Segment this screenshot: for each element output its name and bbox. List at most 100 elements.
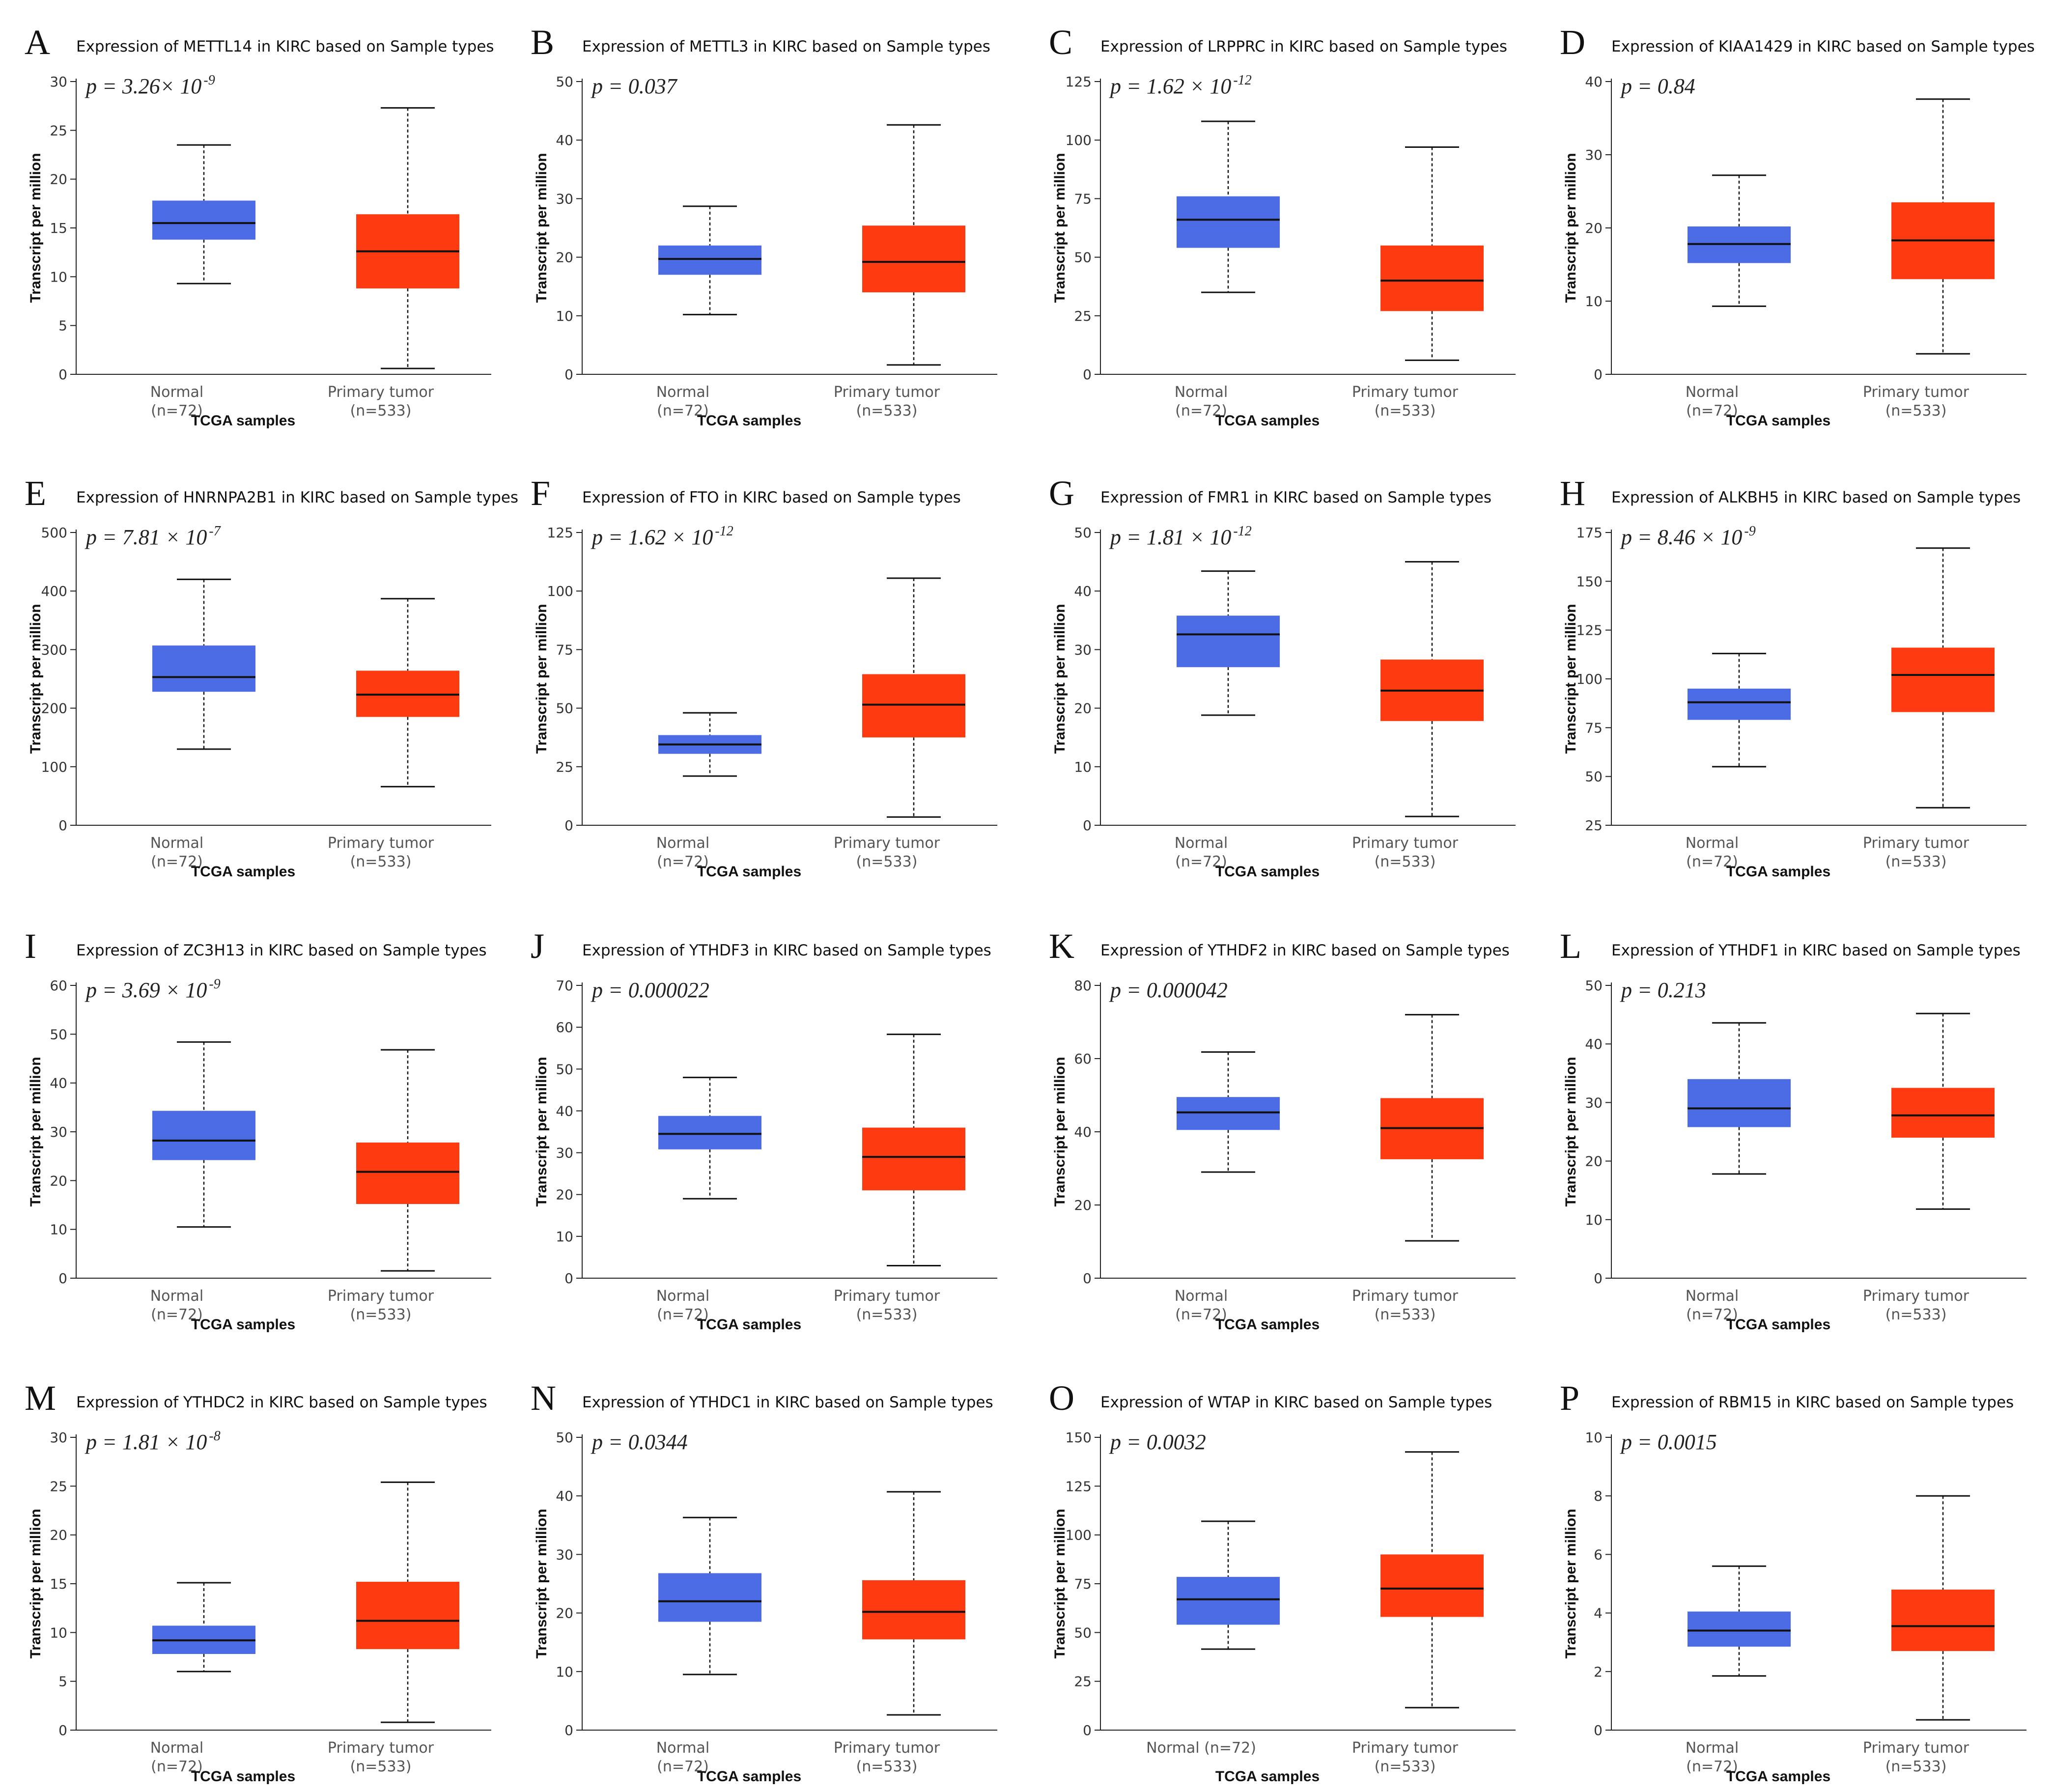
y-tick-label: 20: [1585, 1153, 1603, 1170]
x-axis-label: TCGA samples: [191, 413, 295, 429]
category-count: (n=533): [1375, 1306, 1436, 1323]
category-label: Primary tumor: [1863, 1288, 1970, 1305]
y-tick-label: 20: [1074, 1197, 1092, 1213]
category-count: (n=533): [1885, 1306, 1947, 1323]
x-axis-label: TCGA samples: [1726, 1316, 1830, 1333]
y-tick-label: 0: [1083, 817, 1092, 834]
y-tick-label: 25: [1585, 817, 1603, 834]
iqr-box: [1688, 688, 1791, 720]
box-normal: [1177, 1520, 1280, 1650]
box-normal: [152, 1041, 255, 1228]
box-primary-tumor: [1380, 146, 1484, 361]
panel-letter: M: [25, 1378, 56, 1418]
panel-letter: F: [531, 474, 550, 513]
x-axis-label: TCGA samples: [1215, 1316, 1320, 1333]
y-tick-label: 50: [556, 700, 573, 717]
y-tick-label: 10: [1585, 293, 1603, 309]
y-tick-label: 8: [1594, 1488, 1603, 1504]
y-tick-label: 0: [1083, 1270, 1092, 1287]
y-tick-label: 10: [1585, 1212, 1603, 1228]
category-label: Primary tumor: [1352, 1288, 1459, 1305]
y-tick-label: 20: [1074, 700, 1092, 717]
chart-title: Expression of WTAP in KIRC based on Samp…: [1100, 1394, 1492, 1411]
chart-title: Expression of HNRNPA2B1 in KIRC based on…: [76, 489, 518, 506]
iqr-box: [1177, 1577, 1280, 1625]
chart-title: Expression of YTHDF3 in KIRC based on Sa…: [582, 942, 991, 959]
y-tick-label: 40: [1074, 1124, 1092, 1140]
y-tick-label: 50: [50, 1026, 67, 1042]
box-normal: [1688, 1022, 1791, 1175]
category-count: (n=533): [1885, 1758, 1947, 1775]
y-tick-label: 50: [1074, 525, 1092, 541]
category-count: (n=72): [151, 853, 203, 870]
y-tick-label: 10: [50, 1624, 67, 1641]
x-axis-label: TCGA samples: [697, 864, 801, 880]
category-label: Normal: [1686, 835, 1739, 852]
category-count: (n=72): [1686, 1306, 1738, 1323]
y-tick-label: 20: [556, 250, 573, 266]
y-tick-label: 0: [58, 817, 67, 834]
y-tick-label: 5: [58, 318, 67, 334]
x-axis-label: TCGA samples: [191, 1316, 295, 1333]
y-tick-label: 50: [1074, 250, 1092, 266]
panel-e: E Expression of HNRNPA2B1 in KIRC based o…: [25, 474, 518, 880]
y-tick-label: 4: [1594, 1605, 1603, 1622]
category-label: Primary tumor: [1352, 835, 1459, 852]
y-tick-label: 125: [1066, 74, 1092, 90]
iqr-box: [1177, 1097, 1280, 1130]
box-primary-tumor: [862, 577, 965, 818]
y-tick-label: 75: [556, 642, 573, 658]
chart-title: Expression of FTO in KIRC based on Sampl…: [582, 489, 961, 506]
category-label: Normal: [1686, 1739, 1739, 1757]
y-tick-label: 0: [1083, 366, 1092, 383]
box-primary-tumor: [1380, 1014, 1484, 1242]
category-count: (n=533): [1375, 402, 1436, 420]
category-count: (n=533): [856, 1306, 918, 1323]
y-tick-label: 200: [41, 700, 67, 717]
y-tick-label: 30: [556, 1546, 573, 1563]
category-count: (n=533): [856, 853, 918, 870]
p-value-label: p = 1.62 × 10 -12: [591, 524, 733, 549]
iqr-box: [152, 200, 255, 240]
y-tick-label: 40: [1585, 74, 1603, 90]
iqr-box: [862, 1127, 965, 1191]
category-label: Primary tumor: [328, 835, 434, 852]
category-label: Primary tumor: [834, 1739, 940, 1757]
category-label: Primary tumor: [834, 1288, 940, 1305]
y-tick-label: 70: [556, 978, 573, 994]
iqr-box: [152, 645, 255, 692]
p-value-label: p = 1.81 × 10 -12: [1109, 524, 1252, 549]
y-tick-label: 50: [556, 1429, 573, 1446]
y-tick-label: 60: [1074, 1051, 1092, 1067]
p-value-label: p = 7.81 × 10 -7: [84, 524, 221, 549]
category-count: (n=533): [1885, 853, 1947, 870]
y-tick-label: 0: [58, 1722, 67, 1738]
y-axis-label: Transcript per million: [28, 604, 44, 754]
y-tick-label: 100: [1576, 671, 1603, 687]
y-tick-label: 100: [1066, 132, 1092, 148]
category-count: (n=533): [350, 402, 412, 420]
chart-title: Expression of YTHDC2 in KIRC based on Sa…: [76, 1394, 487, 1411]
y-axis-label: Transcript per million: [1052, 1509, 1068, 1658]
category-label: Normal: [150, 384, 204, 401]
chart-title: Expression of METTL3 in KIRC based on Sa…: [582, 38, 990, 56]
y-tick-label: 40: [556, 132, 573, 148]
box-primary-tumor: [1891, 1012, 1995, 1210]
y-tick-label: 0: [564, 366, 573, 383]
y-tick-label: 400: [41, 583, 67, 599]
box-primary-tumor: [862, 124, 965, 366]
category-label: Normal (n=72): [1146, 1739, 1256, 1757]
y-tick-label: 40: [1585, 1036, 1603, 1052]
panel-o: O Expression of WTAP in KIRC based on Sam…: [1049, 1378, 1516, 1785]
x-axis-label: TCGA samples: [1726, 864, 1830, 880]
p-value-label: p = 0.0015: [1620, 1430, 1717, 1454]
y-tick-label: 0: [1594, 1270, 1603, 1287]
y-axis-label: Transcript per million: [534, 1509, 550, 1658]
y-tick-label: 20: [1585, 220, 1603, 236]
p-value-label: p = 0.213: [1620, 978, 1706, 1002]
iqr-box: [1177, 196, 1280, 248]
y-tick-label: 20: [50, 1173, 67, 1189]
y-tick-label: 40: [556, 1488, 573, 1504]
box-primary-tumor: [1891, 547, 1995, 809]
category-label: Normal: [150, 835, 204, 852]
